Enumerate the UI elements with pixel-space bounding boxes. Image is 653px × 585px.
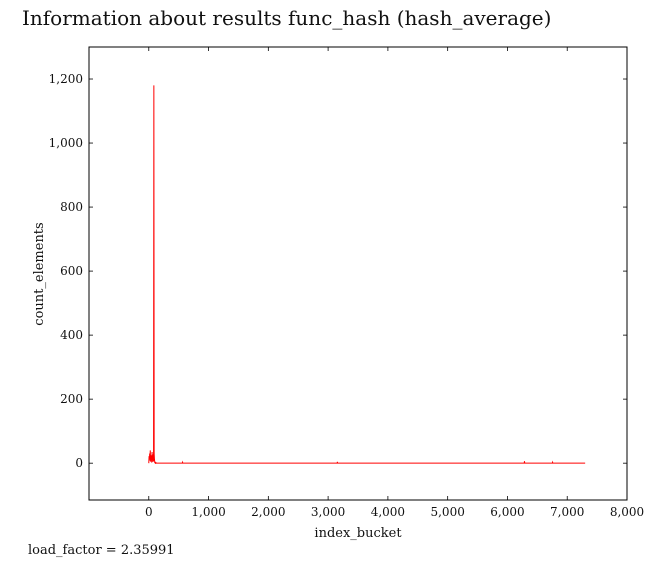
x-tick-label: 4,000: [371, 505, 405, 519]
plot-lines: [148, 85, 586, 465]
axis-tick-labels: 0 1,000 2,000 3,000 4,000 5,000 6,000 7,000 8,00…: [49, 72, 645, 519]
x-tick-label: 2,000: [251, 505, 285, 519]
x-tick-label: 7,000: [550, 505, 584, 519]
load-factor-label: load_factor = 2.35991: [28, 543, 175, 558]
y-tick-label: 0: [75, 456, 83, 470]
axis-ticks: [89, 47, 628, 500]
series-line: [148, 85, 586, 465]
x-tick-label: 5,000: [430, 505, 464, 519]
y-tick-label: 1,000: [49, 136, 83, 150]
y-tick-label: 1,200: [49, 72, 83, 86]
x-tick-label: 6,000: [490, 505, 524, 519]
page-title: Information about results func_hash (has…: [22, 6, 552, 30]
x-tick-label: 1,000: [191, 505, 225, 519]
x-tick-label: 8,000: [610, 505, 644, 519]
y-tick-label: 200: [60, 392, 83, 406]
plot-frame: [88, 46, 628, 501]
x-axis-label: index_bucket: [314, 526, 402, 541]
x-tick-label: 0: [145, 505, 153, 519]
y-tick-label: 800: [60, 200, 83, 214]
y-tick-label: 600: [60, 264, 83, 278]
x-tick-label: 3,000: [311, 505, 345, 519]
y-tick-label: 400: [60, 328, 83, 342]
y-axis-label: count_elements: [32, 222, 47, 325]
